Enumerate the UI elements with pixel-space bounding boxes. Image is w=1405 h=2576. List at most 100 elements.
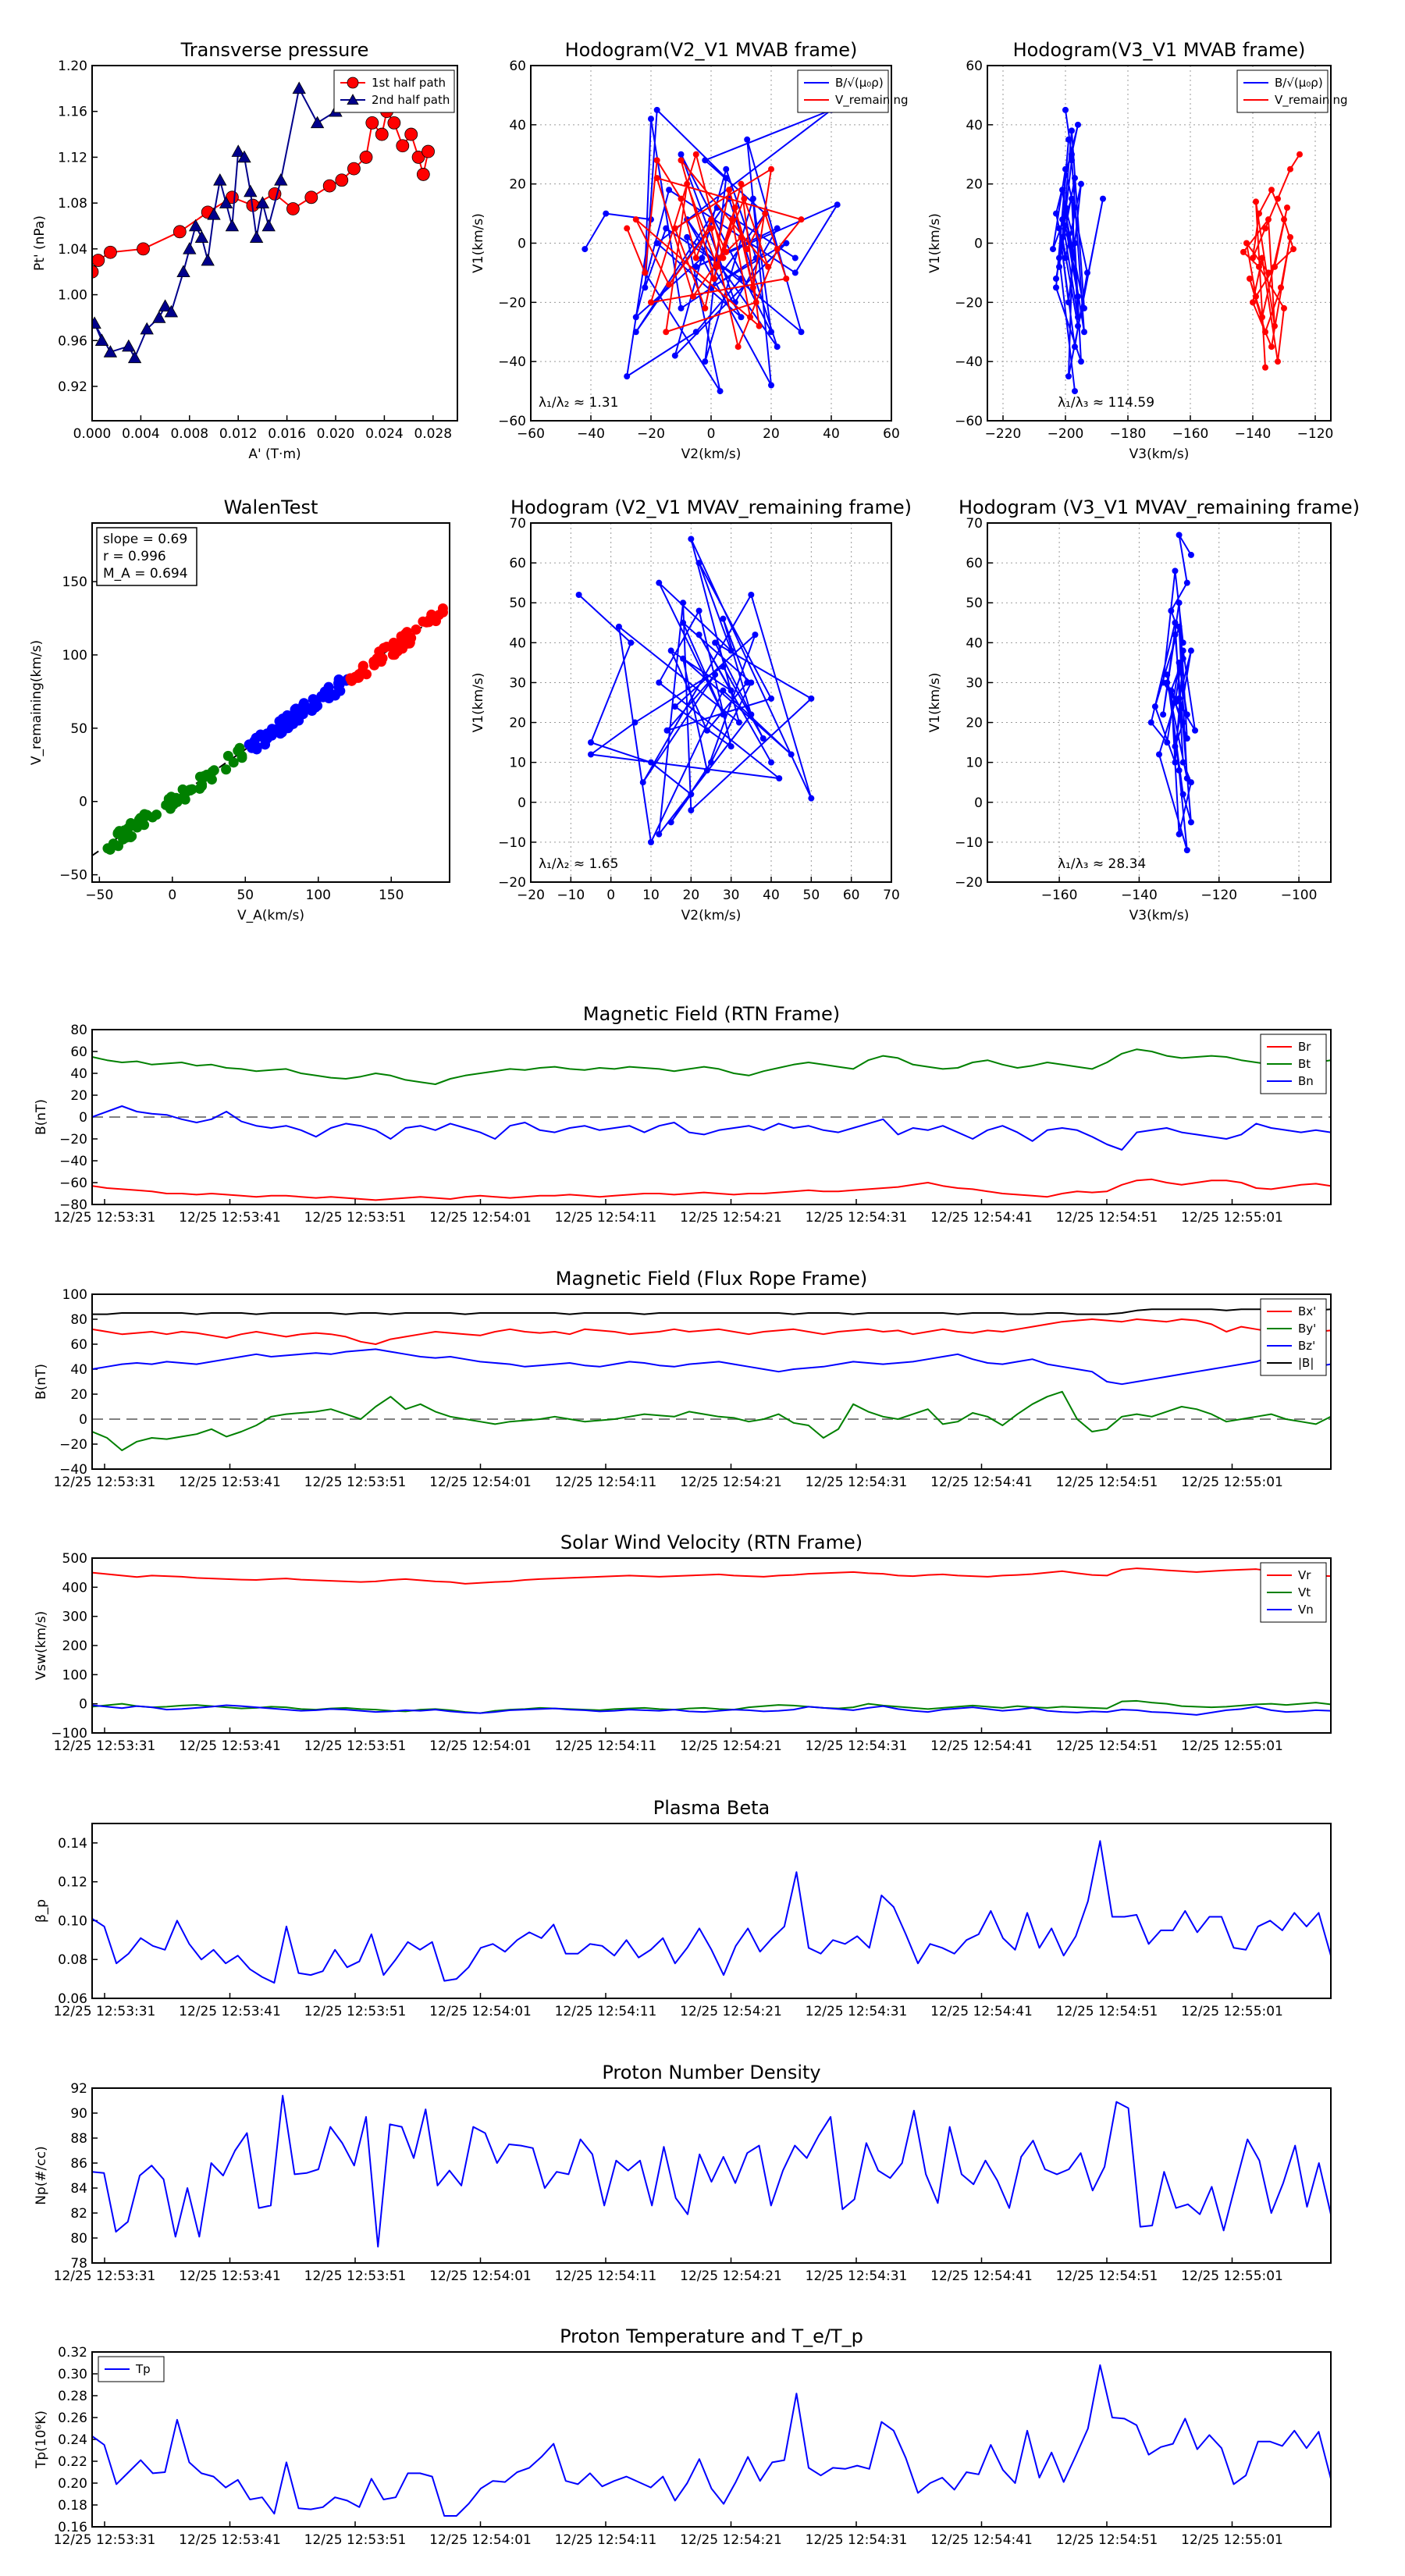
x-tick-label: 12/25 12:54:11: [555, 1738, 657, 1754]
legend-label: Tp: [135, 2362, 151, 2376]
panel-pt: 0.92 0.96 1.00 1.04 1.08 1.12 1.16 1.20 0.000 0.0…: [32, 39, 458, 462]
x-tick-label: 12/25 12:53:41: [179, 1475, 281, 1490]
y-tick-label: 0: [974, 237, 983, 252]
data-point: [1172, 619, 1179, 626]
plot-area: [575, 535, 815, 845]
x-tick-label: 12/25 12:53:31: [54, 2004, 156, 2019]
data-point: [727, 687, 735, 694]
data-point: [663, 727, 670, 734]
legend-box: [797, 69, 889, 113]
data-point: [1172, 699, 1179, 706]
data-point: [1075, 314, 1081, 321]
series-line: [92, 1704, 1331, 1716]
x-tick-label: 12/25 12:53:41: [179, 2268, 281, 2284]
stats-line: M_A = 0.694: [103, 566, 188, 582]
data-point: [703, 767, 710, 774]
legend-box: [1260, 1298, 1327, 1376]
panel-h1: −60 −40 −20 0 20 40 60 −60 −40 −20 0 20 40 60 Hodogram…: [471, 39, 909, 462]
y-tick-label: 80: [70, 1023, 87, 1038]
x-tick-label: 12/25 12:54:51: [1056, 1738, 1158, 1754]
y-tick-label: 50: [70, 721, 87, 737]
data-point: [1265, 216, 1272, 223]
data-point: [1297, 151, 1303, 158]
y-tick-label: 0: [79, 795, 87, 810]
y-tick-label: 0.14: [58, 1836, 87, 1852]
data-point: [692, 263, 699, 270]
data-point: [735, 343, 742, 350]
y-tick-label: −80: [59, 1197, 87, 1213]
legend-label: V_remaining: [1275, 93, 1348, 108]
data-point: [194, 771, 205, 782]
data-point: [1243, 240, 1250, 247]
y-axis-label: Np(#/cc): [34, 2146, 49, 2204]
y-tick-label: 0.06: [58, 1991, 87, 2007]
data-point: [1287, 165, 1293, 173]
data-point: [1069, 127, 1075, 134]
data-point: [723, 248, 730, 255]
data-point: [1179, 719, 1186, 726]
data-point: [1053, 276, 1059, 282]
x-tick-label: 0.012: [219, 426, 258, 442]
data-point: [1268, 343, 1275, 350]
x-tick-label: −10: [557, 888, 585, 903]
data-point: [624, 373, 631, 380]
x-tick-label: 12/25 12:54:01: [429, 2004, 532, 2019]
data-point: [1183, 847, 1190, 854]
data-point: [671, 703, 678, 710]
x-tick-label: 0.028: [414, 426, 452, 442]
y-tick-label: 86: [70, 2156, 87, 2172]
x-tick-label: 30: [723, 888, 740, 903]
y-tick-label: 88: [70, 2131, 87, 2147]
data-point: [788, 751, 795, 758]
y-tick-label: 0: [974, 795, 983, 811]
x-tick-label: 40: [763, 888, 780, 903]
x-axis-label: V2(km/s): [681, 447, 742, 462]
legend: Bx' By' Bz' |B|: [1260, 1298, 1327, 1376]
x-axis-label: V_A(km/s): [237, 908, 304, 923]
x-tick-label: 12/25 12:53:41: [179, 2532, 281, 2548]
x-axis-label: V3(km/s): [1129, 447, 1190, 462]
data-point: [808, 695, 815, 702]
data-point: [365, 116, 379, 130]
data-point: [1059, 233, 1065, 240]
y-tick-label: 40: [509, 635, 526, 651]
panel-ts5: 78 80 82 84 86 88 90 92 Proton Number Density Np(…: [34, 2062, 1332, 2284]
data-point: [1050, 246, 1056, 253]
data-point: [119, 825, 130, 836]
data-point: [213, 173, 227, 186]
data-point: [147, 812, 158, 823]
x-tick-label: −140: [1121, 888, 1158, 903]
x-tick-label: 12/25 12:54:51: [1056, 1210, 1158, 1226]
x-tick-label: 12/25 12:54:31: [806, 1738, 908, 1754]
x-tick-label: 0: [168, 888, 176, 903]
data-point: [402, 638, 413, 649]
data-point: [615, 623, 622, 630]
data-point: [152, 311, 166, 323]
data-point: [127, 350, 142, 364]
data-point: [1072, 343, 1078, 350]
data-point: [1100, 195, 1106, 202]
data-point: [731, 205, 738, 211]
data-point: [791, 269, 799, 276]
y-tick-label: 60: [966, 556, 983, 571]
data-point: [393, 639, 404, 650]
data-point: [165, 792, 176, 802]
y-tick-label: 0.10: [58, 1913, 87, 1929]
y-tick-label: 40: [509, 118, 526, 133]
data-point: [1240, 248, 1247, 255]
data-point: [1164, 679, 1171, 686]
y-axis-label: Vsw(km/s): [34, 1611, 49, 1681]
data-point: [94, 333, 109, 347]
y-tick-label: 0.30: [58, 2367, 87, 2382]
data-point: [132, 822, 143, 833]
y-tick-label: 1.00: [58, 288, 87, 304]
data-point: [728, 216, 735, 223]
data-point: [274, 173, 288, 186]
data-point: [744, 679, 751, 686]
data-point: [312, 700, 323, 711]
x-tick-label: 50: [803, 888, 820, 903]
data-point: [1069, 195, 1075, 202]
y-tick-label: −40: [59, 1462, 87, 1478]
data-point: [404, 127, 418, 141]
